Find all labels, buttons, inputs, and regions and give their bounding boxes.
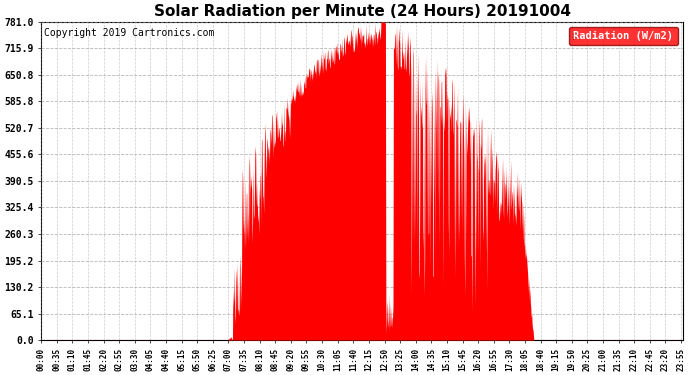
Title: Solar Radiation per Minute (24 Hours) 20191004: Solar Radiation per Minute (24 Hours) 20… [153, 4, 571, 19]
Legend: Radiation (W/m2): Radiation (W/m2) [569, 27, 678, 45]
Text: Copyright 2019 Cartronics.com: Copyright 2019 Cartronics.com [44, 28, 215, 38]
